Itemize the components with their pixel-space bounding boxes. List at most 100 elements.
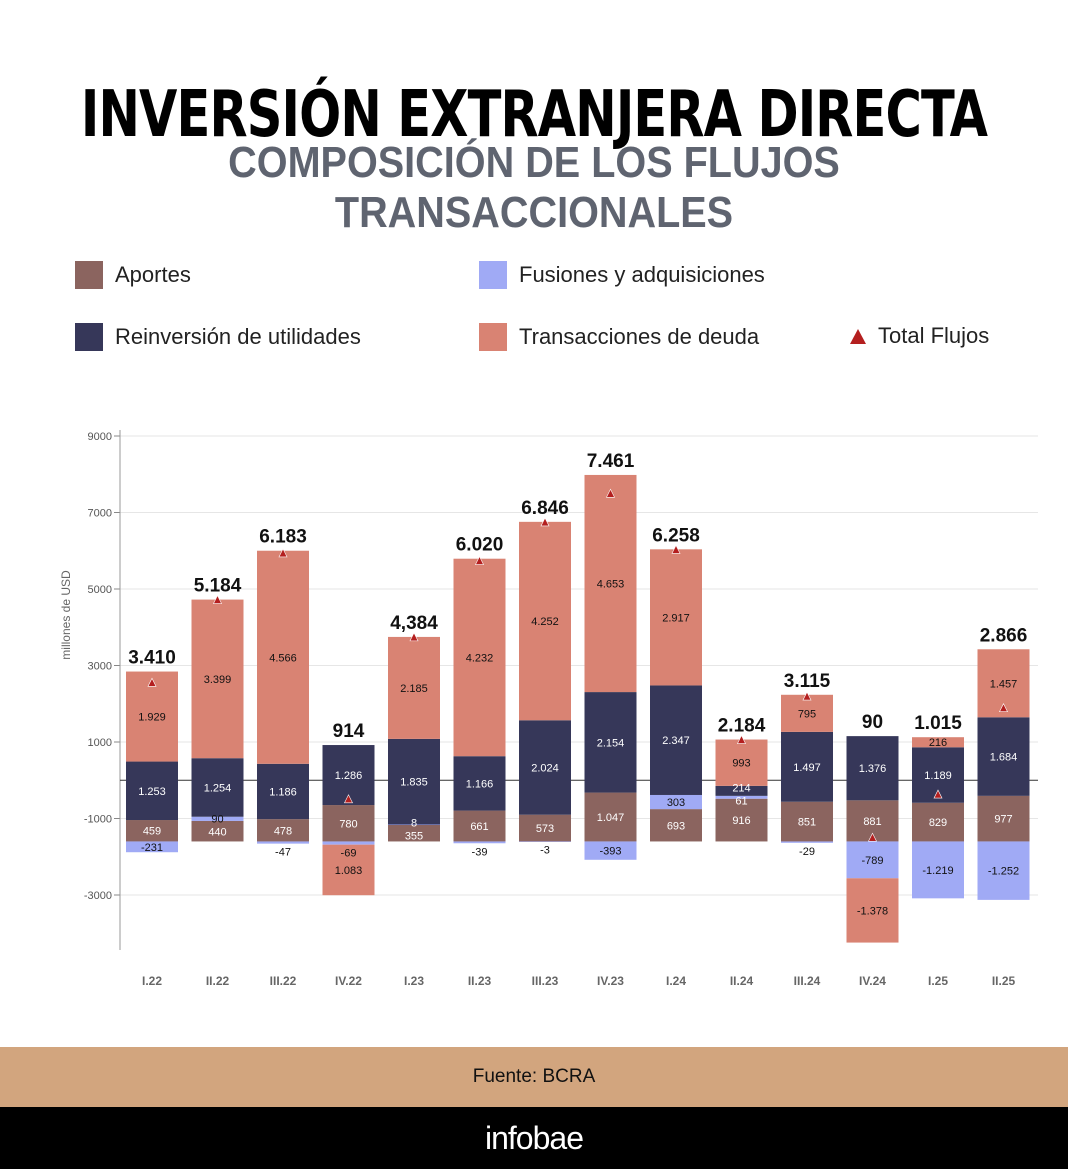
- bar-segment-fusiones-y-adquisiciones: [191, 816, 244, 821]
- data-label: -39: [472, 846, 488, 858]
- data-label: 61: [735, 796, 747, 808]
- total-marker: [344, 794, 353, 804]
- source-text: Fuente: BCRA: [472, 1066, 596, 1087]
- data-label: 4.653: [597, 579, 625, 591]
- x-tick-label: III.22: [270, 974, 297, 988]
- bar-segment-aportes: [388, 824, 440, 842]
- data-label: 1.083: [335, 865, 363, 877]
- data-label: 214: [732, 783, 750, 795]
- data-label: 2.185: [400, 683, 428, 695]
- bar-segment-reinversión-de-utilidades: [388, 738, 440, 825]
- total-marker: [999, 703, 1008, 713]
- data-label: 916: [732, 815, 750, 827]
- total-label: 6.020: [456, 535, 504, 556]
- legend-label: Transacciones de deuda: [519, 324, 760, 349]
- bar-segment-transacciones-de-deuda: [781, 694, 833, 732]
- data-label: 2.024: [531, 762, 559, 774]
- bar-segment-reinversión-de-utilidades: [977, 717, 1030, 796]
- data-label: 440: [208, 827, 226, 839]
- data-label: 1.253: [138, 786, 166, 798]
- data-label: 693: [667, 820, 685, 832]
- data-label: -1.219: [922, 865, 953, 877]
- x-tick-label: I.23: [404, 974, 424, 988]
- bar-segment-fusiones-y-adquisiciones: [977, 841, 1030, 900]
- bar-segment-fusiones-y-adquisiciones: [453, 841, 506, 844]
- data-label: 4.566: [269, 652, 297, 664]
- data-label: 993: [732, 758, 750, 770]
- data-label: 90: [211, 814, 223, 826]
- bar-segment-reinversión-de-utilidades: [126, 761, 178, 821]
- total-label: 2.184: [718, 716, 766, 737]
- data-label: -393: [599, 846, 621, 858]
- total-label: 6.258: [652, 525, 700, 546]
- bar-segment-aportes: [453, 810, 506, 842]
- bar-segment-transacciones-de-deuda: [519, 521, 571, 721]
- data-label: -1.252: [988, 866, 1019, 878]
- bar-segment-reinversión-de-utilidades: [519, 720, 571, 815]
- brand-bar: infobae: [0, 1107, 1068, 1169]
- y-tick-label: -3000: [84, 890, 112, 902]
- bar-segment-reinversión-de-utilidades: [650, 685, 702, 795]
- data-label: -1.378: [857, 905, 888, 917]
- total-label: 7.461: [587, 451, 635, 472]
- total-marker: [671, 544, 681, 554]
- y-axis-label: millones de USD: [59, 570, 73, 660]
- total-label: 6.183: [259, 527, 307, 548]
- legend-total: Total Flujos: [850, 323, 989, 349]
- legend-label: Total Flujos: [878, 323, 990, 348]
- total-label: 4,384: [390, 613, 438, 634]
- bar-segment-fusiones-y-adquisiciones: [650, 794, 702, 810]
- data-label: 303: [667, 797, 685, 809]
- legend-aportes: Aportes: [75, 261, 191, 289]
- data-label: 780: [339, 818, 357, 830]
- data-label: 977: [994, 814, 1012, 826]
- total-label: 3.410: [128, 648, 176, 669]
- legend-fusiones: Fusiones y adquisiciones: [479, 261, 765, 289]
- bar-segment-transacciones-de-deuda: [584, 474, 637, 693]
- total-marker: [737, 734, 746, 744]
- triangle-icon: [850, 328, 866, 344]
- data-label: 2.154: [597, 737, 625, 749]
- bar-segment-transacciones-de-deuda: [322, 844, 375, 896]
- bar-segment-fusiones-y-adquisiciones: [257, 841, 309, 844]
- bar-segment-transacciones-de-deuda: [191, 599, 244, 759]
- x-tick-label: II.22: [206, 974, 230, 988]
- chart-plot: 9000 7000 5000 3000 1000 -1000 -3000 millones d…: [59, 430, 1038, 988]
- x-tick-label: II.25: [992, 974, 1016, 988]
- bar-segment-aportes: [191, 820, 244, 842]
- data-label: 1.835: [400, 777, 428, 789]
- data-label: -69: [341, 848, 357, 860]
- legend-label: Fusiones y adquisiciones: [519, 262, 765, 287]
- data-label: 1.189: [924, 770, 952, 782]
- total-marker: [540, 517, 550, 527]
- x-tick-label: III.24: [794, 974, 821, 988]
- data-label: -789: [861, 855, 883, 867]
- bar-segment-reinversión-de-utilidades: [584, 692, 637, 793]
- bar-segment-fusiones-y-adquisiciones: [388, 824, 440, 826]
- data-label: 1.286: [335, 770, 363, 782]
- bar-segment-reinversión-de-utilidades: [715, 785, 768, 796]
- x-tick-label: II.23: [468, 974, 492, 988]
- total-label: 5.184: [194, 576, 242, 597]
- bar-segment-fusiones-y-adquisiciones: [781, 841, 833, 843]
- data-label: 216: [929, 737, 947, 749]
- data-label: 1.684: [990, 752, 1018, 764]
- bar-segment-fusiones-y-adquisiciones: [912, 841, 964, 899]
- data-label: -29: [799, 846, 815, 858]
- x-tick-label: I.25: [928, 974, 948, 988]
- legend-swatch: [479, 261, 507, 289]
- bar-segment-aportes: [257, 819, 309, 842]
- data-label: 8: [411, 817, 417, 829]
- bar-segment-transacciones-de-deuda: [650, 549, 702, 686]
- bar-segment-aportes: [977, 795, 1030, 842]
- legend-swatch: [75, 261, 103, 289]
- x-tick-label: IV.23: [597, 974, 624, 988]
- legend-swatch: [75, 323, 103, 351]
- bar-segment-fusiones-y-adquisiciones: [715, 795, 768, 799]
- bar-segment-transacciones-de-deuda: [453, 558, 506, 757]
- total-marker: [606, 488, 615, 498]
- total-label: 2.866: [980, 625, 1028, 646]
- bar-segment-fusiones-y-adquisiciones: [126, 841, 178, 853]
- bar-segment-transacciones-de-deuda: [715, 739, 768, 786]
- total-marker: [475, 555, 484, 565]
